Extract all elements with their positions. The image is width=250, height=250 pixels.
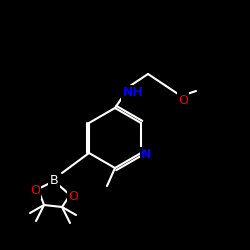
Text: O: O xyxy=(68,190,78,203)
Text: N: N xyxy=(141,148,151,162)
Text: B: B xyxy=(50,174,58,188)
Text: NH: NH xyxy=(122,86,144,100)
Text: O: O xyxy=(178,94,188,106)
Text: O: O xyxy=(30,184,40,198)
